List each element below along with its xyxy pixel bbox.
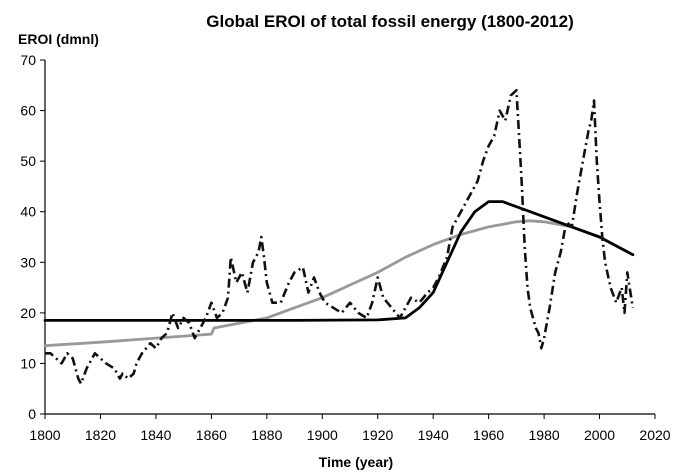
series-group <box>43 89 635 385</box>
y-tick-label: 50 <box>20 153 36 169</box>
y-tick-label: 60 <box>20 103 36 119</box>
axes <box>44 60 655 415</box>
series-line-0 <box>45 89 635 385</box>
x-axis-label: Time (year) <box>319 454 393 470</box>
x-tick-label: 2000 <box>584 427 615 443</box>
x-tick-label: 1920 <box>362 427 393 443</box>
x-tick-label: 1840 <box>140 427 171 443</box>
y-ticks: 0 10 20 30 40 50 60 70 <box>20 52 45 422</box>
y-tick-label: 20 <box>20 305 36 321</box>
y-axis-label: EROI (dmnl) <box>18 31 99 47</box>
y-tick-label: 40 <box>20 204 36 220</box>
x-tick-label: 1880 <box>251 427 282 443</box>
x-tick-label: 1980 <box>529 427 560 443</box>
x-tick-label: 1800 <box>29 427 60 443</box>
y-tick-label: 10 <box>20 355 36 371</box>
x-tick-label: 1940 <box>418 427 449 443</box>
y-tick-label: 0 <box>28 406 36 422</box>
series-line-1 <box>43 200 635 322</box>
x-tick-label: 1960 <box>473 427 504 443</box>
series-line-2 <box>43 219 635 348</box>
x-ticks: 1800 1820 1840 1860 1880 1900 1920 1940 1960 1980… <box>29 414 671 443</box>
x-tick-label: 1900 <box>307 427 338 443</box>
x-tick-label: 1820 <box>85 427 116 443</box>
x-tick-label: 1860 <box>196 427 227 443</box>
chart-title: Global EROI of total fossil energy (1800… <box>206 12 574 31</box>
x-tick-label: 2020 <box>639 427 670 443</box>
y-tick-label: 30 <box>20 254 36 270</box>
y-tick-label: 70 <box>20 52 36 68</box>
